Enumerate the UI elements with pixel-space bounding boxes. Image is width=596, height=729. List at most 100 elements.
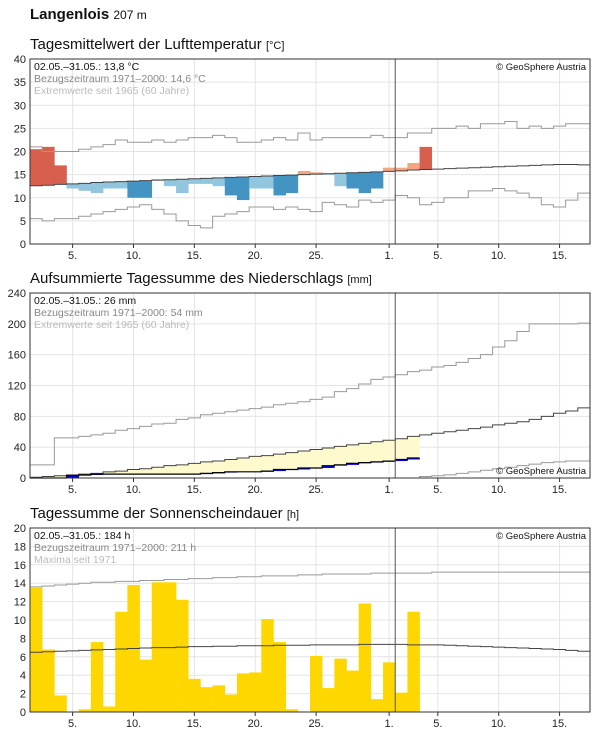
legend-line-2: Bezugszeitraum 1971–2000: 14,6 °C	[34, 73, 206, 85]
y-tick-label: 160	[8, 350, 26, 362]
x-tick-label: 5.	[433, 484, 442, 496]
y-tick-label: 25	[14, 123, 26, 135]
y-tick-label: 2	[20, 689, 26, 701]
x-tick-label: 1.	[385, 718, 394, 729]
temperature-anomaly-bar	[54, 165, 67, 185]
temperature-anomaly-bar	[310, 172, 323, 175]
sunshine-bar	[236, 673, 250, 712]
x-tick-label: 5.	[68, 250, 77, 262]
y-tick-label: 15	[14, 170, 26, 182]
sunshine-bar	[273, 642, 286, 712]
legend-line-2: Bezugszeitraum 1971–2000: 211 h	[34, 542, 196, 554]
sunshine-bar	[370, 699, 384, 712]
temperature-anomaly-bar	[358, 172, 372, 194]
y-tick-label: 20	[14, 147, 26, 159]
precipitation-deficit-area	[176, 464, 189, 475]
x-tick-label: 20.	[248, 250, 263, 262]
temperature-unit: [°C]	[265, 40, 285, 52]
temperature-anomaly-bar	[127, 181, 140, 198]
x-tick-label: 20.	[248, 484, 263, 496]
precipitation-deficit-area	[54, 475, 67, 478]
temperature-anomaly-bar	[176, 179, 189, 194]
y-tick-label: 4	[20, 670, 26, 682]
temperature-anomaly-bar	[419, 146, 433, 170]
sunshine-bar	[30, 587, 43, 712]
temperature-max-line	[30, 120, 590, 152]
temperature-anomaly-bar	[90, 182, 104, 194]
plot-frame	[29, 292, 591, 479]
y-tick-label: 0	[20, 473, 26, 485]
y-tick-label: 200	[8, 319, 26, 331]
temperature-anomaly-bar	[297, 170, 311, 175]
precipitation-deficit-area	[273, 454, 286, 470]
precipitation-deficit-area	[236, 457, 250, 472]
temperature-chart: 0 5 10 15 20 25 30 35 40 5. 10. 15. 20. 25. 1. 5. 10. 15.…	[14, 55, 591, 262]
temperature-anomaly-bar	[224, 177, 238, 196]
legend-line-3: Extremwerte seit 1965 (60 Jahre)	[34, 85, 189, 97]
legend-line-3: Maxima seit 1971	[34, 554, 116, 566]
precipitation-deficit-area	[334, 446, 347, 465]
legend-line-1: 02.05.–31.05.: 184 h	[34, 530, 130, 542]
legend-line-3: Extremwerte seit 1965 (60 Jahre)	[34, 319, 189, 331]
temperature-anomaly-bar	[30, 149, 43, 186]
sunshine-bar	[78, 709, 92, 712]
temperature-anomaly-bar	[261, 176, 274, 189]
y-tick-label: 30	[14, 100, 26, 112]
y-tick-label: 20	[14, 524, 26, 535]
temperature-anomaly-bar	[273, 175, 286, 196]
precipitation-deficit-area	[285, 452, 299, 470]
y-tick-label: 0	[20, 239, 26, 251]
precipitation-chart: 0 40 80 120 160 200 240 5. 10. 15. 20. 25. 1. 5. 10. 15…	[8, 289, 591, 496]
temperature-title-text: Tagesmittelwert der Lufttemperatur	[30, 36, 262, 53]
sunshine-bar	[407, 611, 420, 712]
temperature-anomaly-bar	[346, 172, 359, 189]
y-tick-label: 10	[14, 193, 26, 205]
legend-line-2: Bezugszeitraum 1971–2000: 54 mm	[34, 307, 203, 319]
precipitation-increment-bar	[273, 469, 286, 472]
sunshine-bar	[285, 709, 299, 712]
temperature-anomaly-bar	[334, 173, 347, 187]
x-tick-label: 20.	[248, 718, 263, 729]
y-tick-label: 120	[8, 381, 26, 393]
y-tick-label: 16	[14, 560, 26, 572]
precipitation-deficit-area	[346, 444, 359, 464]
sunshine-bar	[346, 670, 359, 712]
temperature-anomaly-bar	[407, 163, 420, 170]
precipitation-increment-bar	[407, 457, 420, 460]
temperature-anomaly-bar	[285, 175, 299, 194]
y-tick-label: 35	[14, 77, 26, 89]
x-tick-label: 10.	[126, 484, 141, 496]
x-tick-label: 1.	[385, 250, 394, 262]
temperature-anomaly-bar	[249, 176, 262, 189]
sunshine-bar	[334, 658, 347, 712]
precipitation-deficit-area	[297, 451, 311, 468]
precipitation-deficit-area	[188, 463, 201, 475]
copyright-label: © GeoSphere Austria	[496, 466, 587, 477]
copyright-label: © GeoSphere Austria	[496, 531, 587, 542]
precipitation-deficit-area	[115, 471, 128, 475]
precipitation-max-line	[30, 322, 590, 466]
sunshine-bar	[139, 659, 153, 712]
y-tick-label: 40	[14, 55, 26, 66]
sunshine-bar	[212, 685, 226, 712]
sunshine-unit: [h]	[286, 509, 300, 521]
x-tick-label: 10.	[491, 250, 506, 262]
sunshine-title-text: Tagessumme der Sonnenscheindauer	[30, 505, 283, 522]
x-tick-label: 10.	[126, 718, 141, 729]
precipitation-title-text: Aufsummierte Tagessumme des Niederschlag…	[30, 270, 344, 287]
sunshine-bar	[310, 655, 323, 712]
x-tick-label: 5.	[433, 718, 442, 729]
sunshine-bar	[115, 611, 128, 712]
precipitation-increment-bar	[346, 463, 359, 465]
precipitation-deficit-area	[322, 447, 335, 466]
sunshine-bar	[200, 687, 213, 712]
precipitation-deficit-area	[370, 441, 384, 462]
x-tick-label: 15.	[187, 250, 202, 262]
legend-line-1: 02.05.–31.05.: 13,8 °C	[34, 61, 140, 73]
x-tick-label: 15.	[552, 718, 567, 729]
y-tick-label: 5	[20, 216, 26, 228]
temperature-anomaly-bar	[395, 167, 408, 171]
temperature-anomaly-bar	[212, 177, 226, 187]
precipitation-deficit-area	[163, 465, 177, 475]
x-tick-label: 5.	[68, 484, 77, 496]
